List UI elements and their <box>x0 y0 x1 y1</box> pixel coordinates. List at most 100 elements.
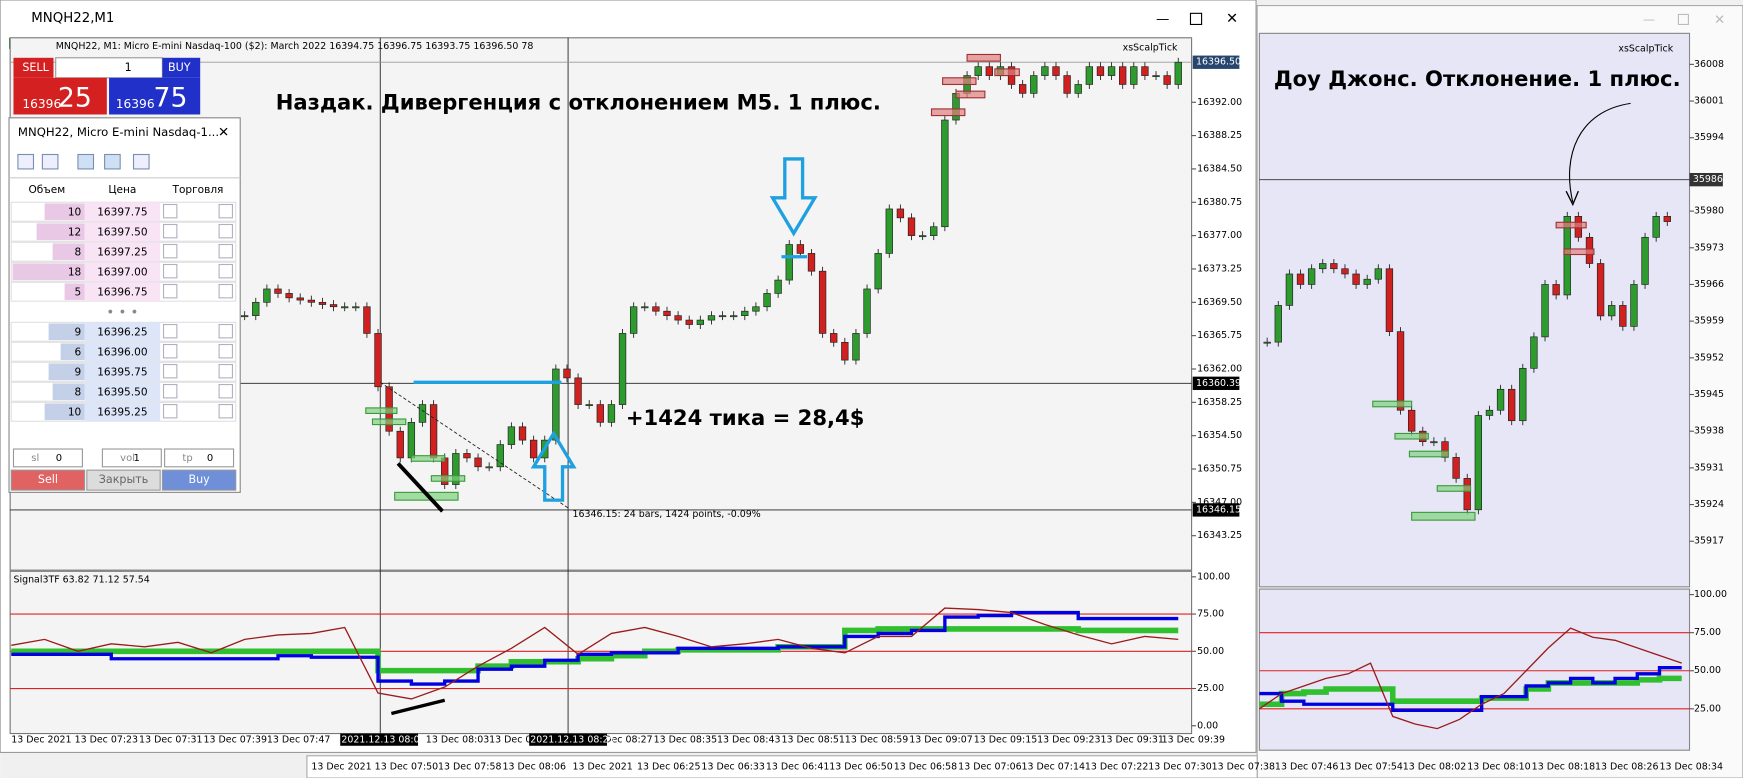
candle <box>907 217 916 236</box>
input-box[interactable] <box>101 448 162 468</box>
price-marker-bg <box>1192 55 1240 69</box>
x-tick-label: 13 Dec 07:58 <box>438 761 501 772</box>
dom-close[interactable]: ✕ <box>218 125 229 140</box>
bid-box[interactable] <box>13 77 107 115</box>
x-tick-label: 13 Dec 2021 <box>311 761 371 772</box>
trade-cell[interactable] <box>162 343 178 359</box>
y-tick-label: 16373.25 <box>1197 263 1242 274</box>
order-zone <box>1411 511 1476 521</box>
trade-cell[interactable] <box>218 404 233 419</box>
y-tick-label: 35917 <box>1694 536 1724 547</box>
order-zone <box>994 68 1020 77</box>
cursor-label: 2021.12.13 08:25 <box>530 735 614 746</box>
candle <box>507 426 516 445</box>
trend-line <box>380 381 569 509</box>
order-zone <box>942 77 977 86</box>
candle <box>607 404 616 423</box>
bid-small: 25 <box>58 82 92 113</box>
indicator-line <box>11 610 1179 686</box>
candle <box>807 253 816 272</box>
volume-bar <box>48 323 85 341</box>
ask-small: 75 <box>154 82 188 113</box>
candle <box>796 244 805 254</box>
candle <box>1074 84 1082 94</box>
trade-cell[interactable] <box>218 343 233 359</box>
trade-cell[interactable] <box>218 383 233 399</box>
toolbar-icon[interactable] <box>104 153 121 170</box>
candle <box>1407 409 1416 432</box>
x-tick-label: 13 Dec 06:41 <box>766 761 829 772</box>
y-tick-label: 16380.75 <box>1197 197 1242 208</box>
price: 16397.25 <box>97 246 147 258</box>
x-tick-label: 13 Dec 08:35 <box>654 735 717 746</box>
candle <box>1018 84 1027 94</box>
column-header: Цена <box>108 184 136 196</box>
trade-cell[interactable] <box>218 363 233 379</box>
trade-cell[interactable] <box>218 283 233 299</box>
toolbar-icon[interactable] <box>77 153 95 170</box>
price-cell <box>84 222 161 242</box>
candle <box>1496 388 1505 411</box>
volume-bar <box>52 243 85 261</box>
candle <box>685 319 693 325</box>
trade-cell[interactable] <box>162 363 178 379</box>
buy-button[interactable] <box>162 57 201 78</box>
trade-cell[interactable] <box>162 223 178 239</box>
candle <box>341 306 349 309</box>
y-tick-label: 75.00 <box>1197 609 1224 620</box>
dom-button-label: Buy <box>188 473 210 486</box>
ask-box[interactable] <box>109 77 201 115</box>
maximize-button[interactable] <box>1189 12 1203 26</box>
trade-cell[interactable] <box>218 203 233 219</box>
trade-cell[interactable] <box>162 203 178 219</box>
toolbar-icon[interactable] <box>17 153 35 170</box>
order-zone <box>371 418 407 426</box>
x-tick-label: 13 Dec 09:39 <box>1162 735 1225 746</box>
close-button[interactable]: ✕ <box>1714 13 1725 28</box>
price: 16397.50 <box>97 226 148 238</box>
dom-button[interactable] <box>161 469 237 491</box>
trade-cell[interactable] <box>218 263 233 279</box>
price-cell <box>84 202 161 222</box>
y-tick-label: 100.00 <box>1197 571 1230 582</box>
maximize-button[interactable] <box>1677 13 1689 26</box>
candle <box>1541 284 1549 338</box>
order-zone <box>1436 485 1472 492</box>
input-box[interactable] <box>164 448 235 468</box>
candle <box>563 368 571 379</box>
price-cell <box>84 402 161 422</box>
volume: 5 <box>75 286 82 298</box>
dom-button[interactable] <box>10 469 86 491</box>
trade-cell[interactable] <box>162 243 178 259</box>
trade-cell[interactable] <box>162 263 178 279</box>
cursor-label-bg <box>529 733 607 746</box>
candle <box>896 208 905 219</box>
input-label: vol <box>120 453 135 464</box>
y-tick-label: 35994 <box>1694 132 1724 143</box>
x-tick-label: 13 Dec 07:06 <box>958 761 1021 772</box>
trade-cell[interactable] <box>162 323 178 339</box>
toolbar-icon[interactable] <box>41 153 59 170</box>
candle <box>863 288 871 334</box>
sell-button[interactable] <box>13 57 54 78</box>
candle <box>240 315 249 318</box>
candle <box>1563 216 1571 296</box>
candle <box>1152 75 1160 78</box>
volume: 12 <box>68 226 81 238</box>
trade-cell[interactable] <box>218 243 233 259</box>
trade-cell[interactable] <box>162 383 178 399</box>
close-button[interactable]: ✕ <box>1226 11 1238 27</box>
trade-cell[interactable] <box>162 283 178 299</box>
candle <box>1130 66 1138 85</box>
trade-cell[interactable] <box>218 223 233 239</box>
input-box[interactable] <box>12 448 83 468</box>
minimize-button[interactable]: — <box>1643 13 1655 27</box>
y-tick-label: 16350.75 <box>1197 464 1242 475</box>
dom-button[interactable] <box>86 469 161 491</box>
trade-cell[interactable] <box>162 404 178 419</box>
minimize-button[interactable]: — <box>1156 12 1169 27</box>
trade-cell[interactable] <box>218 323 233 339</box>
arrow-down <box>769 157 818 237</box>
toolbar-icon[interactable] <box>132 153 150 170</box>
x-tick-label: 13 Dec 08:34 <box>1660 761 1723 772</box>
